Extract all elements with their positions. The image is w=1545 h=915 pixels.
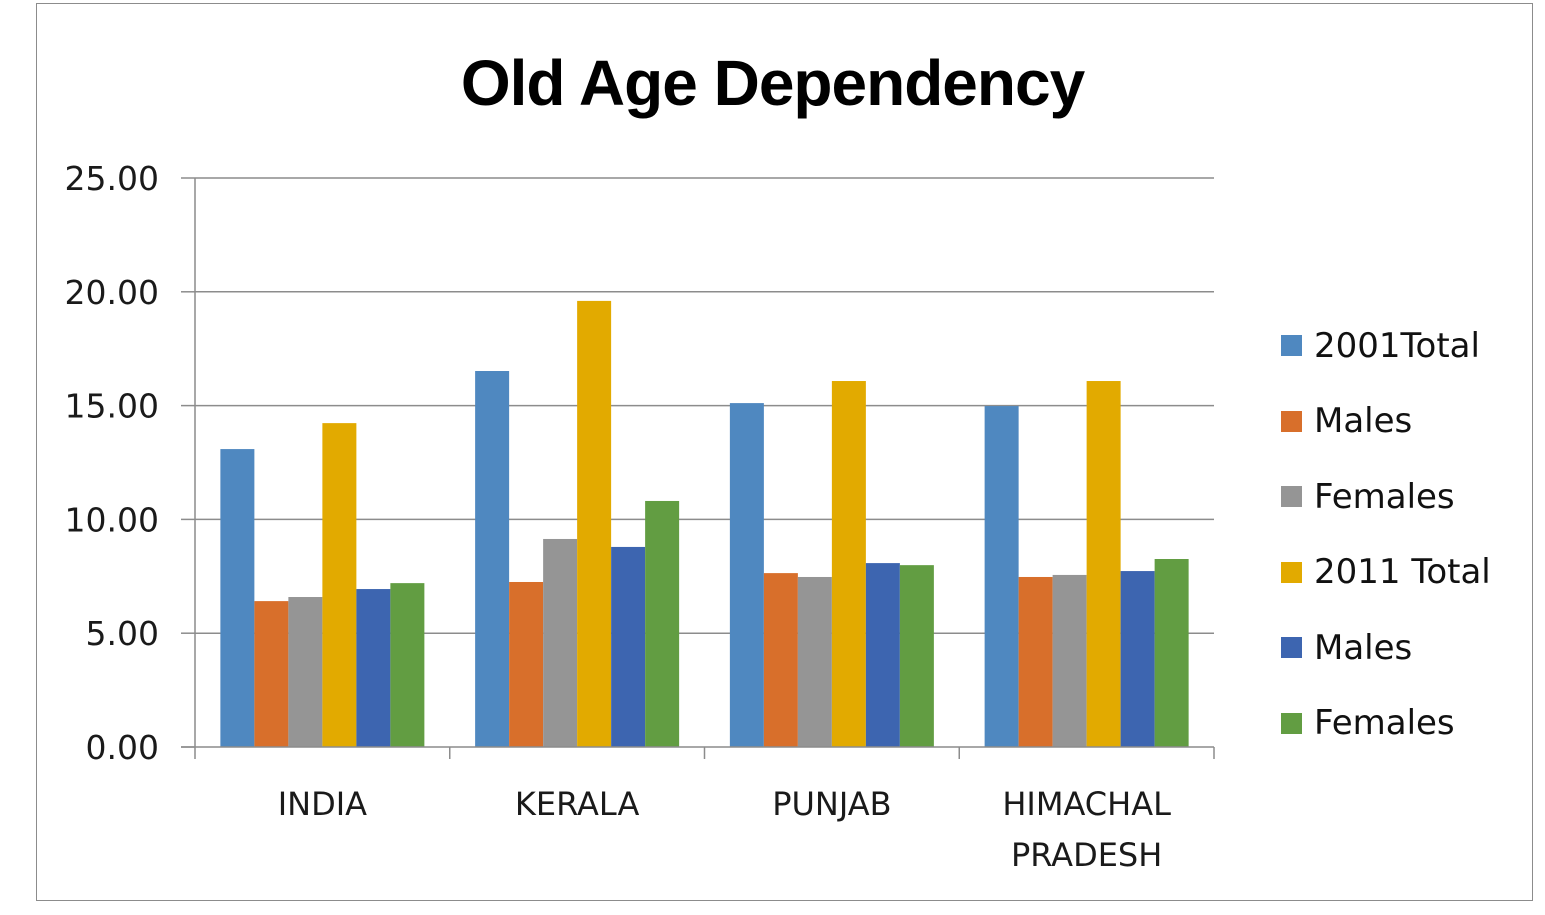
bar bbox=[220, 449, 255, 747]
legend-swatch bbox=[1281, 561, 1302, 583]
legend-swatch bbox=[1281, 335, 1302, 357]
bar bbox=[645, 500, 680, 747]
x-axis-labels: INDIA KERALA PUNJAB HIMACHAL PRADESH bbox=[278, 785, 1171, 874]
bar bbox=[1086, 381, 1121, 747]
legend-swatch bbox=[1281, 410, 1302, 432]
y-tick-label: 0.00 bbox=[86, 728, 159, 767]
bar bbox=[729, 403, 764, 747]
legend: 2001Total Males Females 2011 Total Males Fema… bbox=[1281, 308, 1491, 761]
bar bbox=[1120, 571, 1155, 747]
legend-item: 2011 Total bbox=[1281, 535, 1491, 611]
legend-swatch bbox=[1281, 712, 1302, 734]
legend-label: Males bbox=[1314, 401, 1413, 442]
bar bbox=[763, 573, 798, 747]
y-tick-label: 5.00 bbox=[86, 614, 159, 653]
legend-label: 2001Total bbox=[1314, 325, 1480, 366]
bar bbox=[322, 423, 357, 747]
legend-swatch bbox=[1281, 486, 1302, 508]
y-tick-label: 10.00 bbox=[65, 500, 159, 539]
x-tick-label: KERALA bbox=[515, 785, 640, 823]
bar bbox=[899, 565, 934, 747]
bar bbox=[288, 597, 323, 747]
legend-item: 2001Total bbox=[1281, 308, 1491, 384]
bar bbox=[356, 589, 391, 747]
axes bbox=[181, 178, 1215, 759]
bar bbox=[984, 406, 1019, 747]
legend-label: Females bbox=[1314, 476, 1455, 517]
bar bbox=[797, 576, 832, 747]
bar bbox=[390, 583, 425, 747]
y-tick-label: 15.00 bbox=[65, 387, 159, 426]
legend-label: Males bbox=[1314, 627, 1413, 668]
x-tick-label: PUNJAB bbox=[772, 785, 891, 823]
y-axis-ticks: 0.00 5.00 10.00 15.00 20.00 25.00 bbox=[65, 159, 195, 767]
bar bbox=[543, 538, 578, 747]
bar bbox=[865, 563, 900, 747]
legend-item: Females bbox=[1281, 459, 1491, 535]
bar bbox=[1018, 576, 1053, 747]
bar bbox=[831, 381, 866, 747]
bar bbox=[1154, 559, 1189, 747]
bar bbox=[254, 601, 289, 747]
legend-label: Females bbox=[1314, 703, 1455, 744]
bar bbox=[611, 546, 646, 747]
legend-label: 2011 Total bbox=[1314, 552, 1491, 593]
bar bbox=[509, 581, 544, 747]
chart-title: Old Age Dependency bbox=[460, 47, 1085, 119]
gridlines bbox=[195, 177, 1214, 634]
y-tick-label: 20.00 bbox=[65, 273, 159, 312]
chart-frame bbox=[36, 3, 1533, 901]
bars bbox=[220, 300, 1189, 747]
bar bbox=[1052, 574, 1087, 747]
y-tick-label: 25.00 bbox=[65, 159, 159, 198]
x-tick-label: HIMACHAL PRADESH bbox=[1002, 785, 1171, 874]
bar bbox=[475, 371, 510, 747]
x-tick-label: INDIA bbox=[278, 785, 367, 823]
legend-item: Males bbox=[1281, 384, 1491, 460]
legend-item: Males bbox=[1281, 610, 1491, 686]
legend-swatch bbox=[1281, 637, 1302, 659]
legend-item: Females bbox=[1281, 686, 1491, 762]
bar bbox=[577, 300, 612, 747]
